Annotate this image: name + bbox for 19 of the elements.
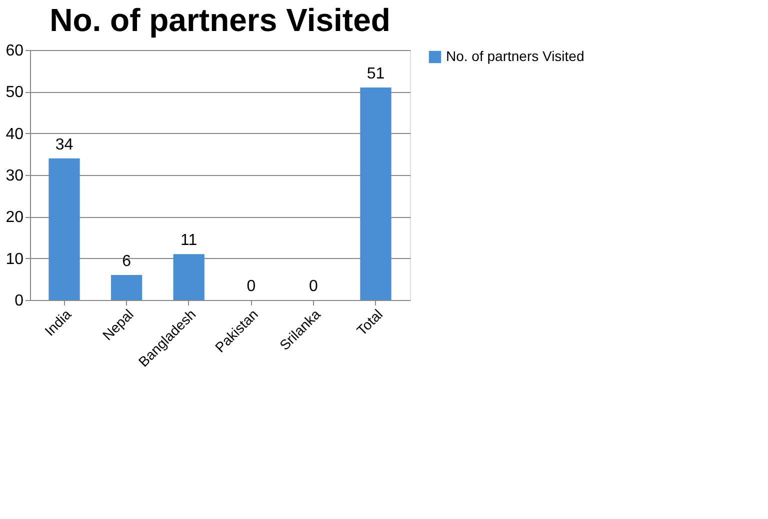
y-tick-label: 50 <box>6 84 24 102</box>
chart-title: No. of partners Visited <box>50 2 390 38</box>
bar <box>173 254 204 300</box>
bar <box>360 88 392 300</box>
y-tick-label: 30 <box>6 168 24 184</box>
y-tick-label: 20 <box>6 209 24 226</box>
data-label: 0 <box>246 278 256 295</box>
data-label: 0 <box>308 278 318 295</box>
y-tick-label: 60 <box>6 42 24 60</box>
data-label: 51 <box>366 66 385 82</box>
data-label: 11 <box>180 232 198 250</box>
y-tick-label: 10 <box>6 250 24 268</box>
legend-label: No. of partners Visited <box>446 48 584 64</box>
data-label: 6 <box>122 253 132 270</box>
bar <box>48 158 80 300</box>
data-label: 34 <box>55 136 74 154</box>
bar <box>110 275 142 300</box>
y-tick-label: 0 <box>14 292 24 310</box>
y-tick-label: 40 <box>6 126 24 143</box>
